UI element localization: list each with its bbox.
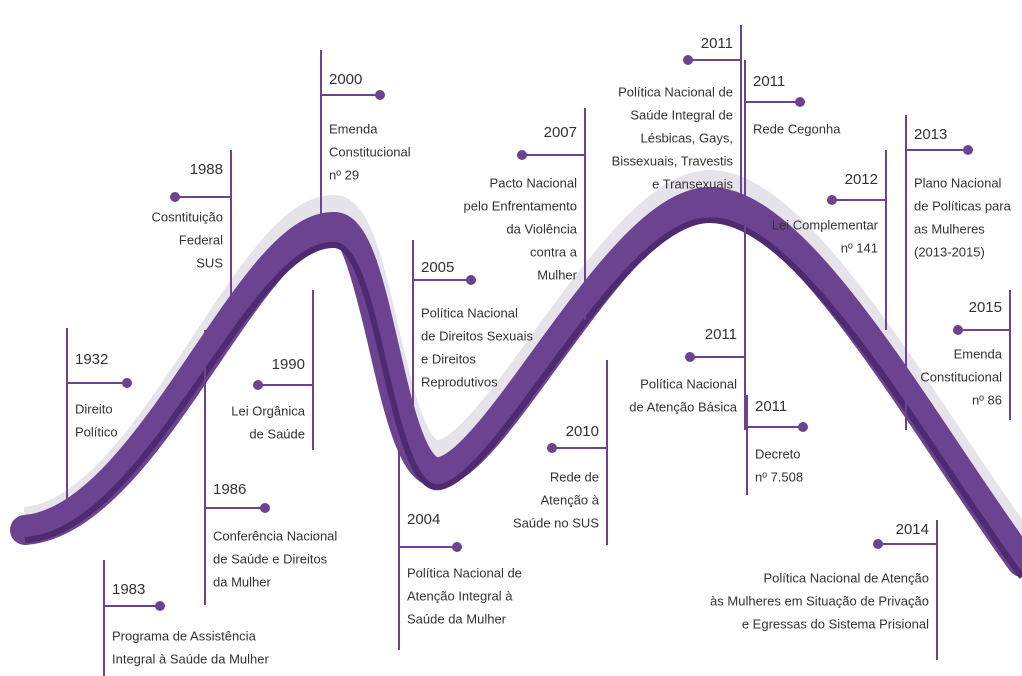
event-description: Política Nacional de	[618, 84, 733, 99]
event-description: Constitucional	[329, 144, 411, 159]
event-dot	[253, 380, 263, 390]
event-description: nº 29	[329, 167, 359, 182]
event-dot	[155, 601, 165, 611]
event-description: Decreto	[755, 446, 801, 461]
event-description: às Mulheres em Situação de Privação	[710, 593, 929, 608]
event-year: 1983	[112, 581, 145, 598]
event-description: nº 86	[972, 392, 1002, 407]
event-description: Mulher	[537, 267, 577, 282]
event-dot	[452, 542, 462, 552]
event-year: 2012	[845, 171, 878, 188]
event-description: Política Nacional de Atenção	[764, 570, 930, 585]
event-dot	[827, 195, 837, 205]
event-description: Reprodutivos	[421, 374, 498, 389]
event-description: Pacto Nacional	[490, 175, 578, 190]
event-description: Saúde Integral de	[630, 107, 733, 122]
event-dot	[963, 145, 973, 155]
event-dot	[260, 503, 270, 513]
event-description: Política Nacional	[640, 376, 737, 391]
event-description: e Direitos	[421, 351, 476, 366]
event-description: Saúde da Mulher	[407, 611, 507, 626]
event-dot	[683, 55, 693, 65]
event-description: SUS	[196, 255, 223, 270]
event-dot	[466, 275, 476, 285]
event-description: contra a	[530, 244, 578, 259]
event-description: Federal	[179, 232, 223, 247]
event-year: 2014	[896, 521, 929, 538]
event-description: Direito	[75, 401, 113, 416]
event-year: 1990	[272, 356, 305, 373]
event-dot	[798, 422, 808, 432]
event-description: as Mulheres	[914, 221, 985, 236]
event-description: Atenção à	[540, 492, 599, 507]
event-year: 2011	[705, 326, 737, 343]
event-description: Política Nacional de	[407, 565, 522, 580]
event-description: Conferência Nacional	[213, 528, 337, 543]
event-description: Bissexuais, Travestis	[612, 153, 734, 168]
event-description: Integral à Saúde da Mulher	[112, 651, 269, 666]
timeline: 1932 Direito Político 1983 Programa de Assis…	[0, 0, 1022, 676]
event-dot	[953, 325, 963, 335]
event-description: Política Nacional	[421, 305, 518, 320]
event-year: 2011	[753, 73, 785, 90]
event-description: Constitucional	[920, 369, 1002, 384]
event-year: 1988	[190, 161, 223, 178]
event-description: Político	[75, 424, 118, 439]
event-dot	[170, 192, 180, 202]
event-description: da Mulher	[213, 574, 271, 589]
event-year: 2011	[755, 398, 787, 415]
event-description: Plano Nacional	[914, 175, 1002, 190]
event-description: pelo Enfrentamento	[464, 198, 577, 213]
event-description: Saúde no SUS	[513, 515, 599, 530]
event-year: 2007	[544, 124, 577, 141]
event-year: 2015	[969, 299, 1002, 316]
event-year: 2011	[701, 35, 733, 52]
event-dot	[547, 443, 557, 453]
event-description: Lei Orgânica	[231, 403, 305, 418]
event-year: 1932	[75, 351, 108, 368]
event-description: e Transexuais	[652, 176, 733, 191]
event-dot	[685, 352, 695, 362]
event-description: Cosntituição	[151, 209, 223, 224]
event-year: 2005	[421, 259, 454, 276]
event-description: Programa de Assistência	[112, 628, 257, 643]
event-description: de Saúde e Direitos	[213, 551, 328, 566]
event-description: nº 7.508	[755, 469, 803, 484]
event-year: 2010	[566, 423, 599, 440]
event-dot	[795, 97, 805, 107]
event-dot	[873, 539, 883, 549]
event-description: da Violência	[506, 221, 577, 236]
event-description: de Direitos Sexuais	[421, 328, 533, 343]
event-dot	[517, 150, 527, 160]
event-description: Emenda	[329, 121, 378, 136]
event-description: de Políticas para	[914, 198, 1012, 213]
event-description: Rede de	[550, 469, 599, 484]
event-description: Lésbicas, Gays,	[641, 130, 734, 145]
event-description: (2013-2015)	[914, 244, 985, 259]
event-year: 2000	[329, 71, 362, 88]
event-description: Lei Complementar	[772, 217, 879, 232]
event-description: Rede Cegonha	[753, 121, 841, 136]
event-description: de Saúde	[249, 426, 305, 441]
event-dot	[122, 378, 132, 388]
event-dot	[375, 90, 385, 100]
event-year: 1986	[213, 481, 246, 498]
event-description: e Egressas do Sistema Prisional	[742, 616, 929, 631]
event-year: 2004	[407, 511, 440, 528]
event-description: de Atenção Básica	[629, 399, 737, 414]
event-description: nº 141	[841, 240, 878, 255]
event-year: 2013	[914, 126, 947, 143]
event-description: Emenda	[954, 346, 1003, 361]
event-description: Atenção Integral à	[407, 588, 513, 603]
